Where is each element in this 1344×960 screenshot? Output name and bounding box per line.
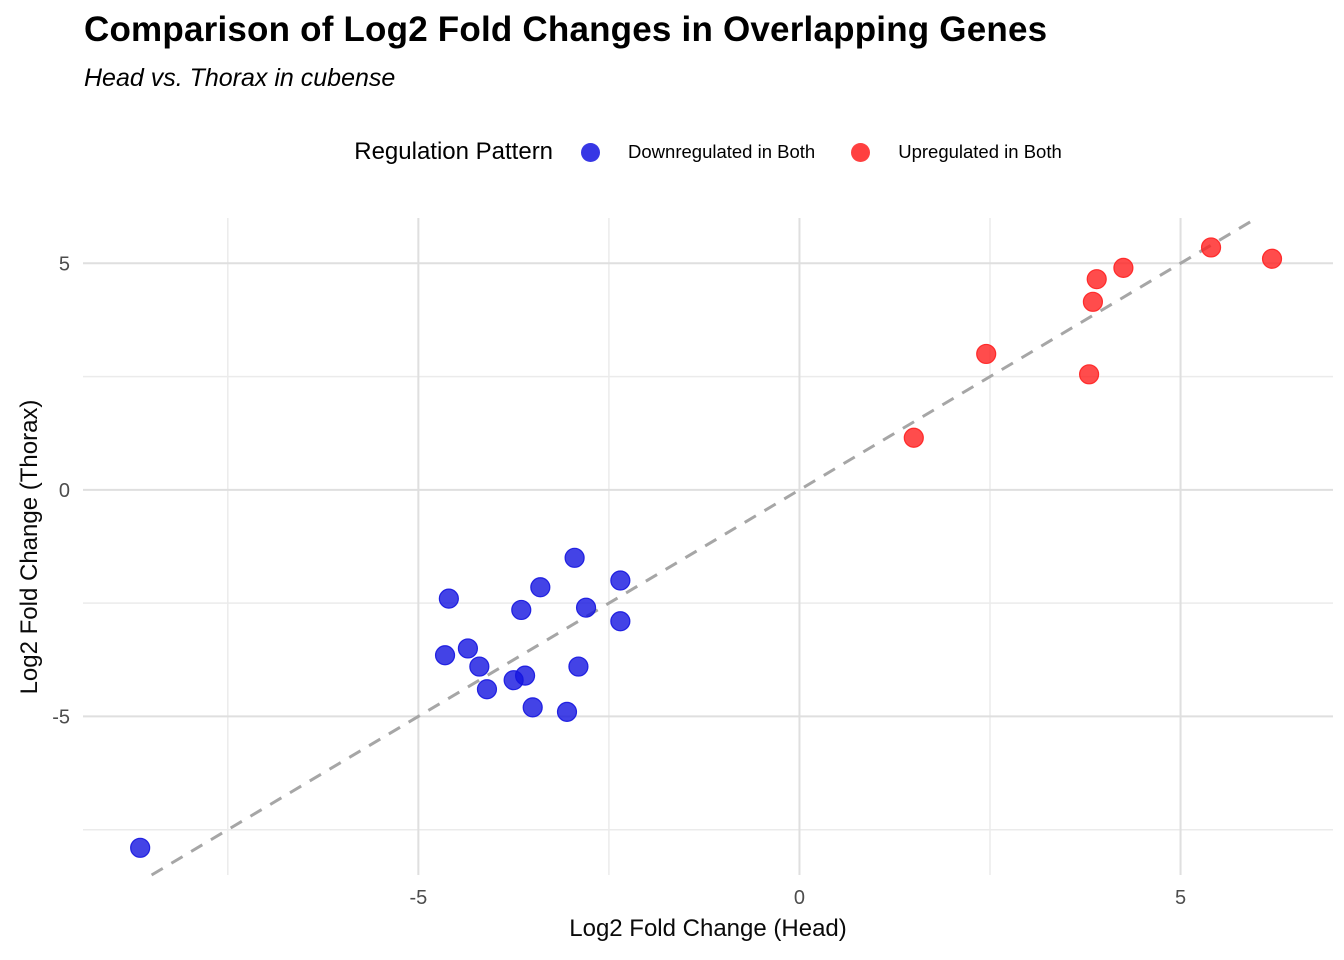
data-point-downregulated [511,599,532,621]
data-point-upregulated [1078,364,1100,385]
y-tick-label: 5 [59,253,70,275]
data-point-upregulated [1113,257,1134,278]
data-point-downregulated [564,547,585,568]
data-point-downregulated [469,656,490,677]
data-point-upregulated [1086,269,1107,290]
x-tick-label: -5 [409,887,427,909]
legend-label-upregulated: Upregulated in Both [898,141,1062,162]
legend-dot-upregulated-icon [851,142,871,162]
x-axis-title: Log2 Fold Change (Head) [569,915,847,942]
chart-title: Comparison of Log2 Fold Changes in Overl… [84,10,1048,49]
legend: Regulation Pattern Downregulated in Both… [72,131,1344,173]
data-point-downregulated [130,837,151,858]
data-point-downregulated [610,611,631,632]
identity-reference-line [150,216,1258,877]
data-point-upregulated [1082,291,1104,312]
data-point-downregulated [575,597,597,618]
y-tick-label: -5 [52,706,70,728]
x-tick-label: 5 [1175,887,1186,909]
data-point-downregulated [530,577,551,598]
data-point-upregulated [1200,237,1222,258]
x-tick-label: 0 [794,887,805,909]
data-point-downregulated [434,645,456,666]
data-point-downregulated [568,656,589,677]
data-point-downregulated [457,638,479,659]
data-point-downregulated [476,679,498,700]
legend-label-downregulated: Downregulated in Both [628,141,816,162]
legend-item-upregulated: Upregulated in Both [851,141,1062,163]
data-point-upregulated [903,427,924,448]
chart-subtitle: Head vs. Thorax in cubense [84,64,396,92]
legend-title: Regulation Pattern [354,138,554,165]
y-axis-title: Log2 Fold Change (Thorax) [16,399,43,695]
data-point-upregulated [1261,248,1283,269]
data-point-downregulated [438,588,459,609]
data-point-downregulated [522,697,543,718]
data-point-downregulated [610,570,631,591]
data-point-upregulated [976,343,997,365]
data-point-downregulated [514,665,536,686]
legend-item-downregulated: Downregulated in Both [581,141,815,163]
y-tick-label: 0 [59,480,70,502]
data-point-downregulated [556,701,578,722]
legend-dot-downregulated-icon [581,142,601,162]
